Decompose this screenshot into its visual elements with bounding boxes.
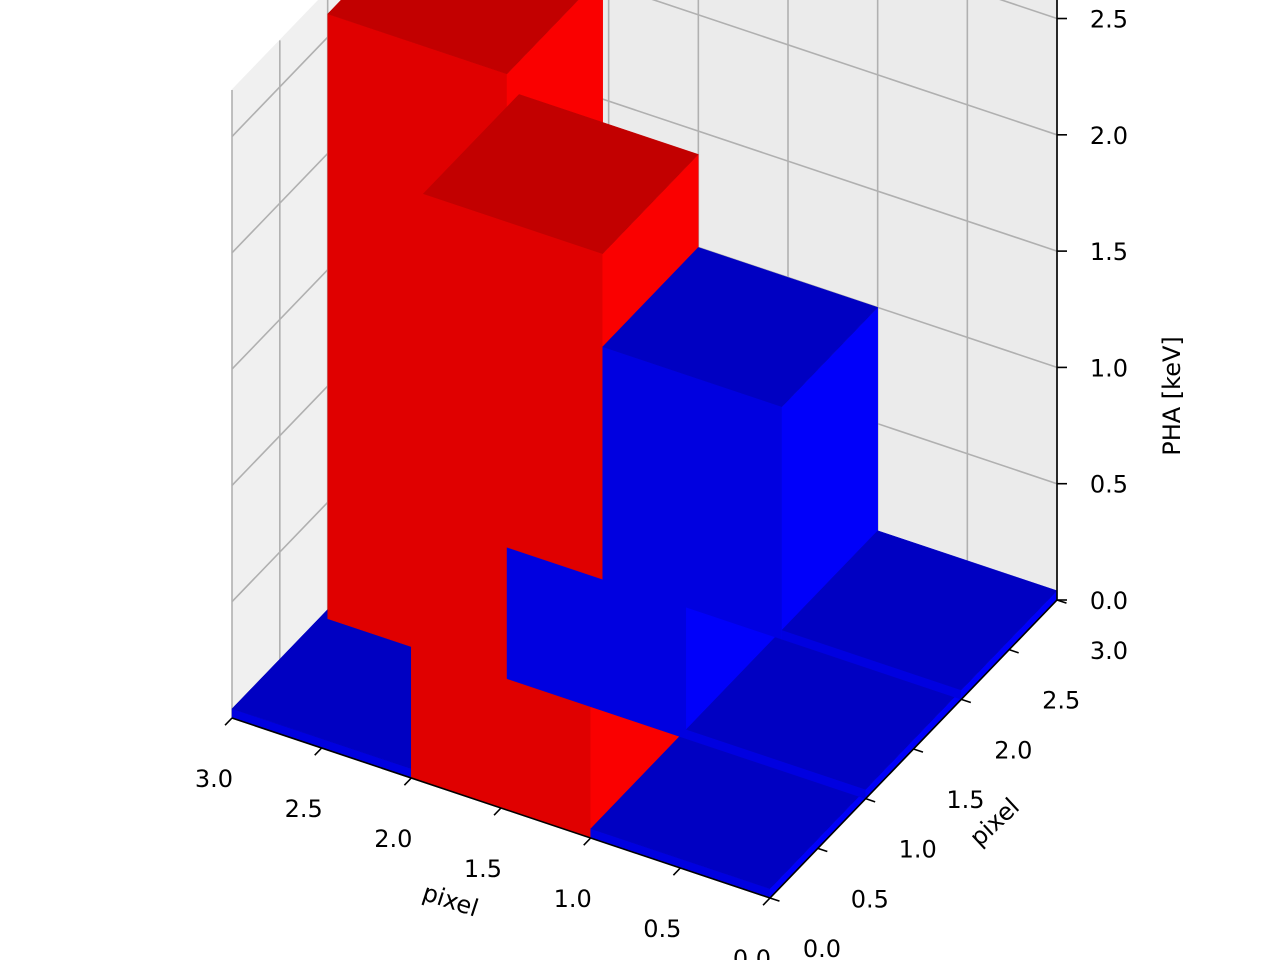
bar-top-face	[327, 0, 579, 75]
y-tick-mark	[913, 748, 924, 753]
z-axis-label: PHA [keV]	[1158, 336, 1186, 456]
z-tick-label: 1.0	[1090, 354, 1128, 382]
y-tick-mark	[865, 797, 876, 803]
grid-line-back-z	[651, 0, 1058, 136]
x-tick-label: 0.5	[643, 915, 681, 943]
bar	[602, 247, 879, 640]
x-axis-label: pixel	[419, 878, 482, 922]
y-tick-label: 3.0	[1090, 637, 1128, 665]
x-tick-label: 2.0	[374, 825, 412, 853]
z-tick-label: 2.0	[1090, 122, 1128, 150]
x-tick-mark	[493, 807, 502, 816]
x-tick-label: 2.5	[285, 795, 323, 823]
x-tick-label: 0.0	[733, 945, 771, 960]
bar-top-face	[602, 247, 879, 407]
x-tick-label: 1.5	[464, 855, 502, 883]
z-tick-label: 1.5	[1090, 238, 1128, 266]
x-tick-label: 1.0	[554, 885, 592, 913]
bar-top-face	[781, 530, 1058, 691]
z-tick-label: 0.0	[1090, 587, 1128, 615]
y-tick-label: 2.0	[994, 736, 1032, 764]
bar-top-face	[422, 94, 699, 254]
x-tick-mark	[314, 747, 323, 756]
y-tick-label: 0.0	[803, 935, 841, 960]
bar-front-face	[423, 193, 603, 580]
grid-line-back-z	[518, 70, 1058, 252]
bar	[781, 530, 1058, 700]
z-tick-label: 2.5	[1090, 6, 1128, 34]
x-tick-mark	[583, 837, 592, 846]
tick-labels: 0.0 0.5 1.0 1.5 2.0 2.5 3.0 0.0 0.5 1.0 1.5 2.0 2.5 3…	[195, 6, 1128, 960]
x-tick-mark	[672, 867, 681, 876]
grid-line-left-z	[231, 0, 365, 138]
y-tick-label: 2.5	[1042, 687, 1080, 715]
z-tick-label: 0.5	[1090, 471, 1128, 499]
y-tick-label: 0.5	[851, 885, 889, 913]
x-tick-label: 3.0	[195, 765, 233, 793]
y-tick-mark	[769, 897, 780, 902]
bars	[231, 0, 1058, 899]
x-tick-mark	[403, 777, 412, 786]
x-tick-mark	[762, 897, 771, 906]
y-tick-label: 1.5	[946, 786, 984, 814]
y-tick-label: 1.0	[899, 836, 937, 864]
y-tick-mark	[961, 698, 972, 704]
y-tick-mark	[817, 847, 828, 853]
x-tick-mark	[224, 717, 233, 726]
y-tick-mark	[1008, 648, 1019, 654]
